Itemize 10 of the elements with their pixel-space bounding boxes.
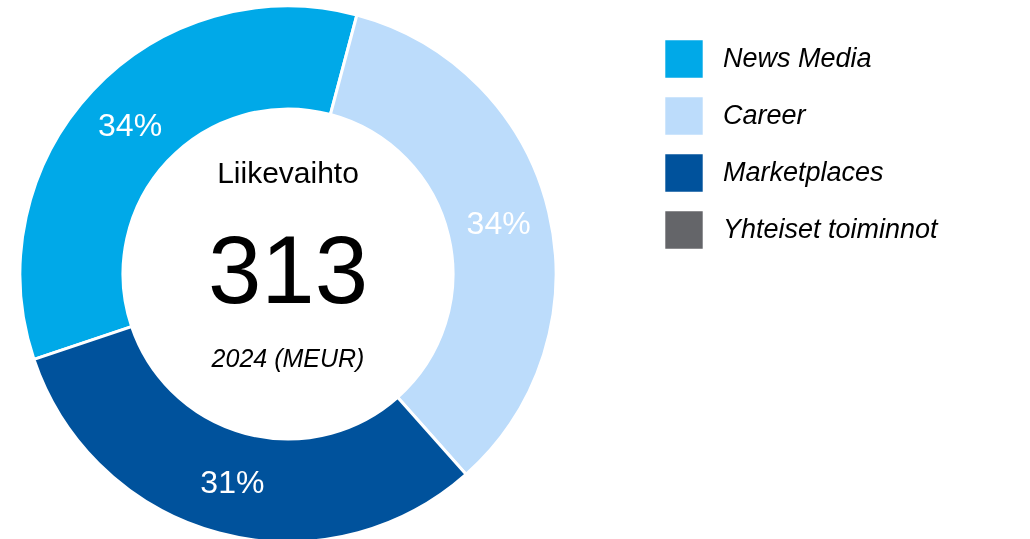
legend-label: Career: [723, 100, 807, 130]
legend-label: Marketplaces: [723, 157, 884, 187]
text: 313: [207, 216, 369, 323]
text: Liikevaihto: [217, 156, 359, 189]
data-label: 34%: [98, 106, 163, 143]
legend-label: Yhteiset toiminnot: [723, 214, 940, 244]
data-label: 34%: [466, 204, 531, 241]
data-label: 31%: [200, 464, 265, 501]
legend-label: News Media: [723, 43, 872, 73]
text: 2024 (MEUR): [210, 344, 365, 372]
